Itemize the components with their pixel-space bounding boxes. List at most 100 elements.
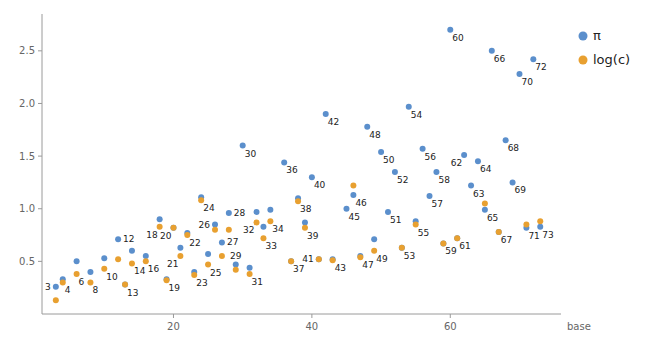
chart: 2040600.51.01.52.02.5base346810121314161… <box>0 0 649 346</box>
point-label: 24 <box>203 203 215 213</box>
x-tick <box>173 314 174 318</box>
point-label: 72 <box>535 62 546 72</box>
y-tick <box>38 208 42 209</box>
point <box>523 222 529 228</box>
y-tick <box>38 261 42 262</box>
point-label: 66 <box>494 54 506 64</box>
point <box>53 297 59 303</box>
point-label: 33 <box>265 241 276 251</box>
point-label: 58 <box>438 175 450 185</box>
point-label: 21 <box>167 259 178 269</box>
point <box>537 218 543 224</box>
x-axis-label: base <box>567 321 591 332</box>
point-label: 46 <box>355 198 367 208</box>
point-label: 64 <box>480 164 492 174</box>
point-label: 41 <box>302 254 313 264</box>
point-label: 69 <box>515 185 527 195</box>
point-label: 32 <box>243 225 254 235</box>
point <box>157 216 163 222</box>
y-tick <box>38 103 42 104</box>
point <box>212 227 218 233</box>
x-tick-label: 20 <box>167 321 180 332</box>
point-label: 20 <box>160 231 172 241</box>
y-tick-label: 2.0 <box>19 98 35 109</box>
point-label: 14 <box>134 266 146 276</box>
point-label: 42 <box>328 117 339 127</box>
point-label: 18 <box>146 230 158 240</box>
point-labels: 3468101213141618192021222324252627282930… <box>45 33 554 298</box>
point <box>316 256 322 262</box>
point-label: 29 <box>230 251 242 261</box>
point <box>316 256 322 262</box>
point-label: 71 <box>528 231 539 241</box>
point-label: 59 <box>445 246 457 256</box>
x-axis-line <box>42 314 561 315</box>
point-label: 51 <box>390 215 401 225</box>
point-label: 25 <box>210 268 221 278</box>
point-label: 4 <box>65 285 71 295</box>
point-label: 10 <box>106 272 118 282</box>
point <box>482 200 488 206</box>
legend-label: log(c) <box>593 52 630 67</box>
point-label: 40 <box>314 180 326 190</box>
point-label: 38 <box>300 204 312 214</box>
point-label: 52 <box>397 175 408 185</box>
point <box>350 183 356 189</box>
point-label: 65 <box>487 213 498 223</box>
point-label: 6 <box>79 277 85 287</box>
x-tick <box>311 314 312 318</box>
point <box>129 248 135 254</box>
point-label: 56 <box>425 152 437 162</box>
point-label: 13 <box>127 288 138 298</box>
point <box>226 227 232 233</box>
point-label: 28 <box>234 208 246 218</box>
x-tick-label: 40 <box>306 321 319 332</box>
point-label: 50 <box>383 155 395 165</box>
point-label: 37 <box>293 264 304 274</box>
point <box>115 256 121 262</box>
point-label: 34 <box>272 224 284 234</box>
y-tick <box>38 50 42 51</box>
x-tick <box>450 314 451 318</box>
point <box>177 245 183 251</box>
point-label: 8 <box>92 285 98 295</box>
point-label: 36 <box>286 165 298 175</box>
point-label: 73 <box>542 230 553 240</box>
point <box>101 255 107 261</box>
point-label: 47 <box>362 260 373 270</box>
point-label: 60 <box>452 33 464 43</box>
point-label: 19 <box>169 283 181 293</box>
point <box>260 224 266 230</box>
y-tick-label: 0.5 <box>19 256 35 267</box>
point-label: 23 <box>196 278 207 288</box>
point-label: 27 <box>227 237 238 247</box>
point <box>226 210 232 216</box>
point <box>233 267 239 273</box>
point-label: 67 <box>501 235 512 245</box>
y-tick <box>38 156 42 157</box>
point-label: 55 <box>418 228 429 238</box>
y-tick-label: 1.5 <box>19 151 35 162</box>
legend-swatch <box>579 32 588 41</box>
point-label: 31 <box>252 277 263 287</box>
point-label: 48 <box>369 130 381 140</box>
y-tick-label: 2.5 <box>19 45 35 56</box>
x-tick-label: 60 <box>444 321 457 332</box>
legend-swatch <box>579 56 588 65</box>
point <box>254 209 260 215</box>
points <box>53 27 543 304</box>
point-label: 3 <box>45 282 51 292</box>
point-label: 43 <box>335 263 346 273</box>
point-label: 68 <box>508 143 520 153</box>
point-label: 26 <box>199 220 211 230</box>
point-label: 22 <box>189 238 200 248</box>
point <box>53 284 59 290</box>
point <box>267 207 273 213</box>
point <box>233 262 239 268</box>
point <box>205 251 211 257</box>
point <box>143 253 149 259</box>
point-label: 12 <box>123 234 134 244</box>
point-label: 62 <box>451 158 462 168</box>
point-label: 49 <box>376 254 388 264</box>
point <box>87 269 93 275</box>
